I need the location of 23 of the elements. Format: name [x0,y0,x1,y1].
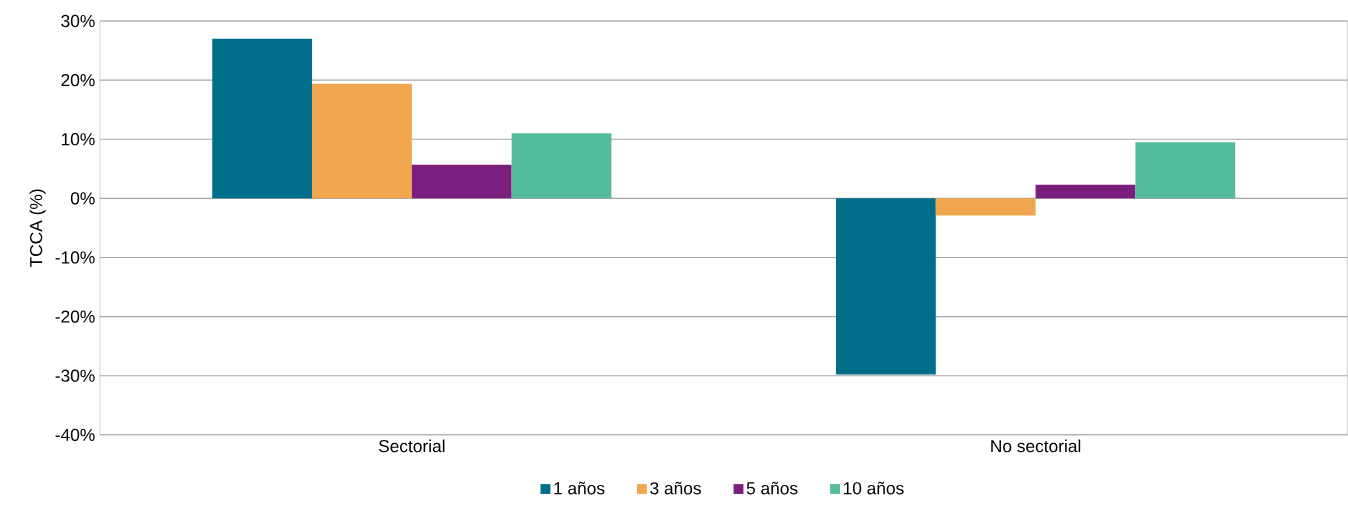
y-tick-label: 0% [70,192,95,205]
bar [212,38,313,199]
x-tick-label: Sectorial [378,439,445,453]
bar [836,198,936,375]
y-tick-label: 20% [61,74,95,87]
y-tick-label: 10% [61,133,95,146]
legend-label: 1 años [554,481,605,495]
y-tick-label: -20% [55,310,95,323]
y-axis-title: TCCA (%) [29,189,46,268]
y-tick-label: -10% [55,251,95,264]
legend-label: 10 años [843,481,904,495]
bar [411,164,512,199]
bar [1135,142,1236,199]
y-tick-label: 30% [61,14,95,28]
x-tick-label: No sectorial [991,439,1081,453]
legend-label: 5 años [746,481,798,495]
bar [312,83,412,199]
bar [1035,184,1136,199]
legend-label: 3 años [650,481,701,495]
y-tick-label: -40% [55,428,95,442]
y-tick-label: -30% [55,369,95,382]
bar [935,198,1036,216]
bar [511,133,612,199]
